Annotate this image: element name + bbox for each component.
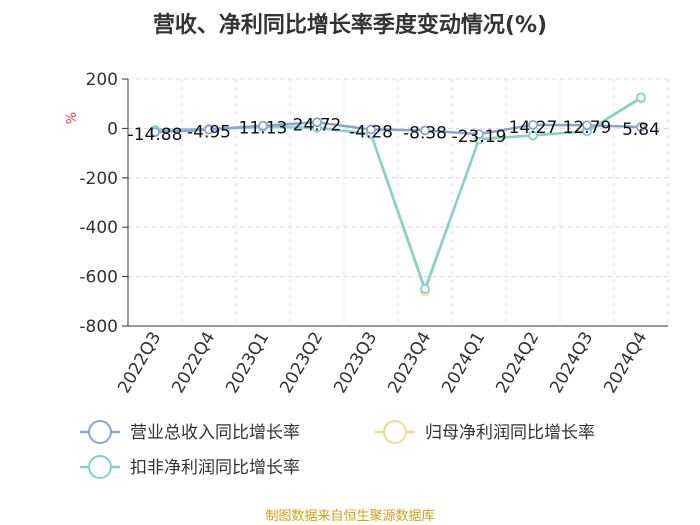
data-label: 12.79: [563, 118, 612, 138]
series-point-2: [420, 284, 430, 294]
y-tick-labels: 200 0 -200 -400 -600 -800: [79, 70, 118, 337]
data-label: 24.72: [293, 115, 342, 135]
series-point-0: [312, 117, 322, 128]
x-tick-label: 2022Q3: [114, 329, 165, 397]
data-label: 11.13: [239, 119, 288, 139]
legend-label: 营业总收入同比增长率: [130, 423, 300, 443]
data-label: -14.88: [128, 125, 183, 145]
data-label: -4.28: [349, 122, 393, 142]
x-tick-label: 2023Q2: [276, 329, 327, 397]
x-tick-label: 2023Q4: [384, 329, 435, 397]
series-point-0: [528, 119, 538, 130]
x-tick-label: 2023Q3: [330, 329, 381, 397]
chart-title: 营收、净利同比增长率季度变动情况(%): [153, 12, 547, 38]
series-point-0: [258, 120, 268, 131]
y-tick-label: -200: [79, 169, 118, 189]
series-group: [150, 92, 646, 297]
series-point-0: [582, 120, 592, 131]
series-point-2: [528, 130, 538, 141]
series-point-0: [150, 127, 160, 137]
data-labels: -14.88 -4.95 11.13 24.72 -4.28 -8.38 -23.19 14.…: [128, 115, 660, 147]
y-tick-label: 0: [107, 119, 118, 139]
axes: [122, 78, 668, 327]
data-label: -4.95: [187, 123, 231, 143]
legend-marker: [88, 455, 112, 479]
x-tick-labels: 2022Q3 2022Q4 2023Q1 2023Q2 2023Q3 2023Q4 2024…: [114, 329, 651, 397]
x-tick-label: 2022Q4: [168, 329, 219, 397]
legend-label: 归母净利润同比增长率: [425, 423, 595, 443]
x-tick-label: 2024Q1: [438, 329, 489, 397]
series-line-0: [154, 121, 642, 136]
grid-lines: [127, 78, 669, 327]
series-point-0: [366, 124, 376, 135]
series-point-0: [204, 124, 214, 135]
legend-label: 扣非净利润同比增长率: [130, 458, 300, 478]
y-tick-label: 200: [86, 70, 118, 90]
data-label: 5.84: [622, 120, 660, 140]
y-tick-label: -600: [79, 268, 118, 288]
x-tick-label: 2024Q4: [600, 329, 651, 397]
source-note: 制图数据来自恒生聚源数据库: [265, 508, 434, 524]
data-label: 14.27: [509, 118, 558, 138]
x-tick-label: 2023Q1: [222, 329, 273, 397]
series-point-0: [474, 129, 484, 140]
data-label: -8.38: [403, 123, 447, 143]
y-axis-unit: %: [65, 112, 80, 124]
y-tick-label: -800: [79, 317, 118, 337]
x-tick-label: 2024Q3: [546, 329, 597, 397]
data-label: -23.19: [452, 127, 507, 147]
series-point-2: [636, 92, 646, 103]
x-tick-label: 2024Q2: [492, 329, 543, 397]
series-point-0: [420, 125, 430, 136]
series-point-0: [636, 122, 646, 132]
y-tick-label: -400: [79, 218, 118, 238]
legend-marker: [88, 420, 112, 444]
legend-marker: [383, 420, 407, 444]
